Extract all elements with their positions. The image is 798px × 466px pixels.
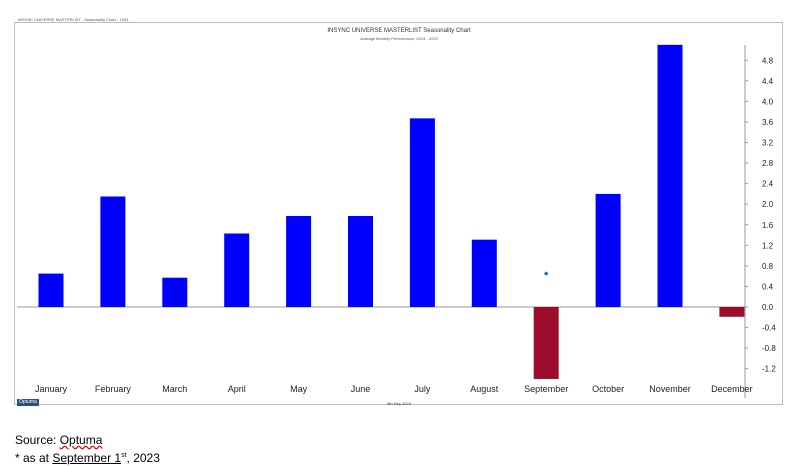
source-line: Source: Optuma: [15, 432, 102, 448]
y-tick-label: 2.4: [762, 180, 774, 189]
y-tick-label: 0.4: [762, 282, 774, 291]
x-tick-label: June: [351, 384, 371, 394]
bar-december: [719, 307, 745, 317]
x-tick-label: September: [524, 384, 568, 394]
y-tick-label: 4.0: [762, 97, 774, 106]
as-at-line: * as at September 1st, 2023: [15, 448, 160, 466]
x-tick-label: October: [592, 384, 624, 394]
y-tick-label: 1.2: [762, 241, 774, 250]
marker-point: [544, 271, 549, 276]
x-tick-label: May: [290, 384, 308, 394]
x-tick-label: February: [95, 384, 132, 394]
y-tick-label: 3.2: [762, 139, 774, 148]
x-tick-label: January: [35, 384, 68, 394]
optuma-logo: Optuma: [17, 399, 39, 406]
bar-march: [162, 277, 188, 307]
bar-april: [224, 233, 250, 307]
source-prefix: Source:: [15, 433, 60, 447]
x-tick-label: December: [711, 384, 753, 394]
bar-august: [471, 239, 497, 307]
top-caption: INSYNC UNIVERSE MASTERLIST - Seasonality…: [18, 17, 129, 22]
footer-date: 8th Sep 2023: [387, 401, 411, 406]
y-tick-label: -1.2: [762, 365, 776, 374]
asat-year: , 2023: [126, 451, 160, 465]
bar-january: [38, 273, 64, 307]
y-tick-label: 0.8: [762, 262, 774, 271]
y-tick-label: -0.8: [762, 344, 776, 353]
bar-november: [657, 44, 683, 308]
asat-date: September 1: [52, 451, 122, 465]
chart-frame: [14, 22, 783, 405]
bar-may: [286, 216, 312, 307]
y-tick-label: 1.6: [762, 221, 774, 230]
chart-title: INSYNC UNIVERSE MASTERLIST Seasonality C…: [327, 28, 471, 34]
x-tick-label: August: [470, 384, 499, 394]
x-tick-label: November: [649, 384, 691, 394]
bar-june: [348, 216, 373, 307]
chart-subtitle: Average Monthly Performance, 2014 - 2023: [360, 36, 438, 41]
source-name: Optuma: [59, 433, 103, 447]
y-tick-label: 2.0: [762, 200, 774, 209]
x-tick-label: July: [414, 384, 431, 394]
y-tick-label: 2.8: [762, 159, 774, 168]
y-tick-label: 0.0: [762, 303, 774, 312]
bar-july: [409, 118, 435, 307]
y-tick-label: 3.6: [762, 118, 774, 127]
y-tick-label: -0.4: [762, 324, 776, 333]
asat-sup: st: [121, 452, 127, 459]
y-tick-label: 4.4: [762, 77, 774, 86]
asat-prefix: * as at: [15, 451, 53, 465]
x-tick-label: March: [162, 384, 187, 394]
y-tick-label: 4.8: [762, 56, 774, 65]
bar-february: [100, 196, 126, 307]
bar-september: [533, 307, 559, 379]
x-tick-label: April: [228, 384, 246, 394]
bar-october: [595, 193, 621, 307]
